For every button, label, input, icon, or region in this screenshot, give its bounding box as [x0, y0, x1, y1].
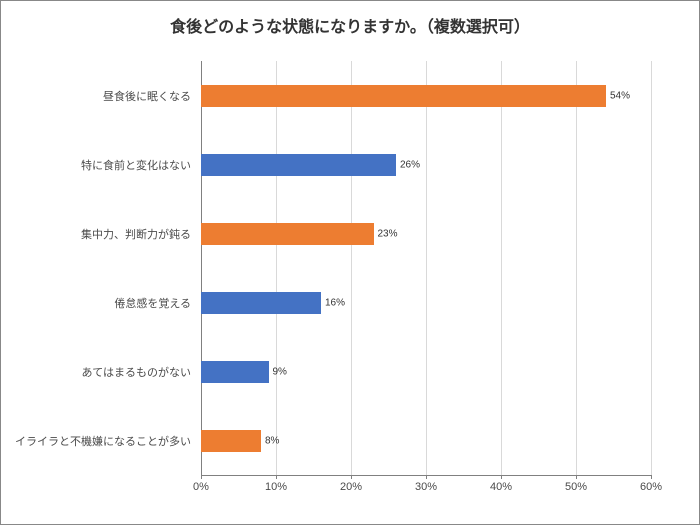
bar-value-label: 54% — [610, 90, 630, 101]
x-tick-label: 40% — [490, 481, 512, 493]
bar: 54% — [201, 85, 606, 107]
x-tick-label: 0% — [193, 481, 209, 493]
x-tick-label: 50% — [565, 481, 587, 493]
bar-row: 16% — [201, 292, 651, 314]
gridline — [276, 61, 277, 475]
x-tick-mark — [276, 475, 277, 479]
gridline — [426, 61, 427, 475]
plot-area: 0%10%20%30%40%50%60%54%26%23%16%9%8% — [201, 61, 651, 476]
category-label: イライラと不機嫌になることが多い — [15, 433, 191, 449]
bar-value-label: 23% — [378, 228, 398, 239]
gridline — [651, 61, 652, 475]
bar-value-label: 26% — [400, 159, 420, 170]
x-tick-mark — [426, 475, 427, 479]
x-tick-mark — [651, 475, 652, 479]
category-label: あてはまるものがない — [81, 364, 191, 380]
bar-value-label: 16% — [325, 298, 345, 309]
category-label: 特に食前と変化はない — [81, 157, 191, 173]
x-tick-mark — [501, 475, 502, 479]
bar: 26% — [201, 154, 396, 176]
category-label: 集中力、判断力が鈍る — [81, 226, 191, 242]
bar-row: 54% — [201, 85, 651, 107]
category-label: 倦怠感を覚える — [114, 295, 191, 311]
bar-value-label: 9% — [273, 367, 287, 378]
bar-row: 26% — [201, 154, 651, 176]
x-tick-label: 30% — [415, 481, 437, 493]
bar-row: 9% — [201, 361, 651, 383]
x-tick-label: 20% — [340, 481, 362, 493]
category-label: 昼食後に眠くなる — [103, 88, 191, 104]
bar-value-label: 8% — [265, 436, 279, 447]
gridline — [576, 61, 577, 475]
bar-row: 8% — [201, 430, 651, 452]
chart-container: 食後どのような状態になりますか。（複数選択可） 0% 10% 20% 30% 40% 50… — [0, 0, 700, 525]
chart-title: 食後どのような状態になりますか。（複数選択可） — [13, 13, 687, 37]
bar-row: 23% — [201, 223, 651, 245]
bar: 8% — [201, 430, 261, 452]
x-tick-mark — [351, 475, 352, 479]
bar: 16% — [201, 292, 321, 314]
x-tick-label: 60% — [640, 481, 662, 493]
x-tick-mark — [201, 475, 202, 479]
x-tick-mark — [576, 475, 577, 479]
bar: 23% — [201, 223, 374, 245]
gridline — [501, 61, 502, 475]
x-tick-label: 10% — [265, 481, 287, 493]
bar: 9% — [201, 361, 269, 383]
gridline — [351, 61, 352, 475]
y-axis — [201, 61, 202, 475]
